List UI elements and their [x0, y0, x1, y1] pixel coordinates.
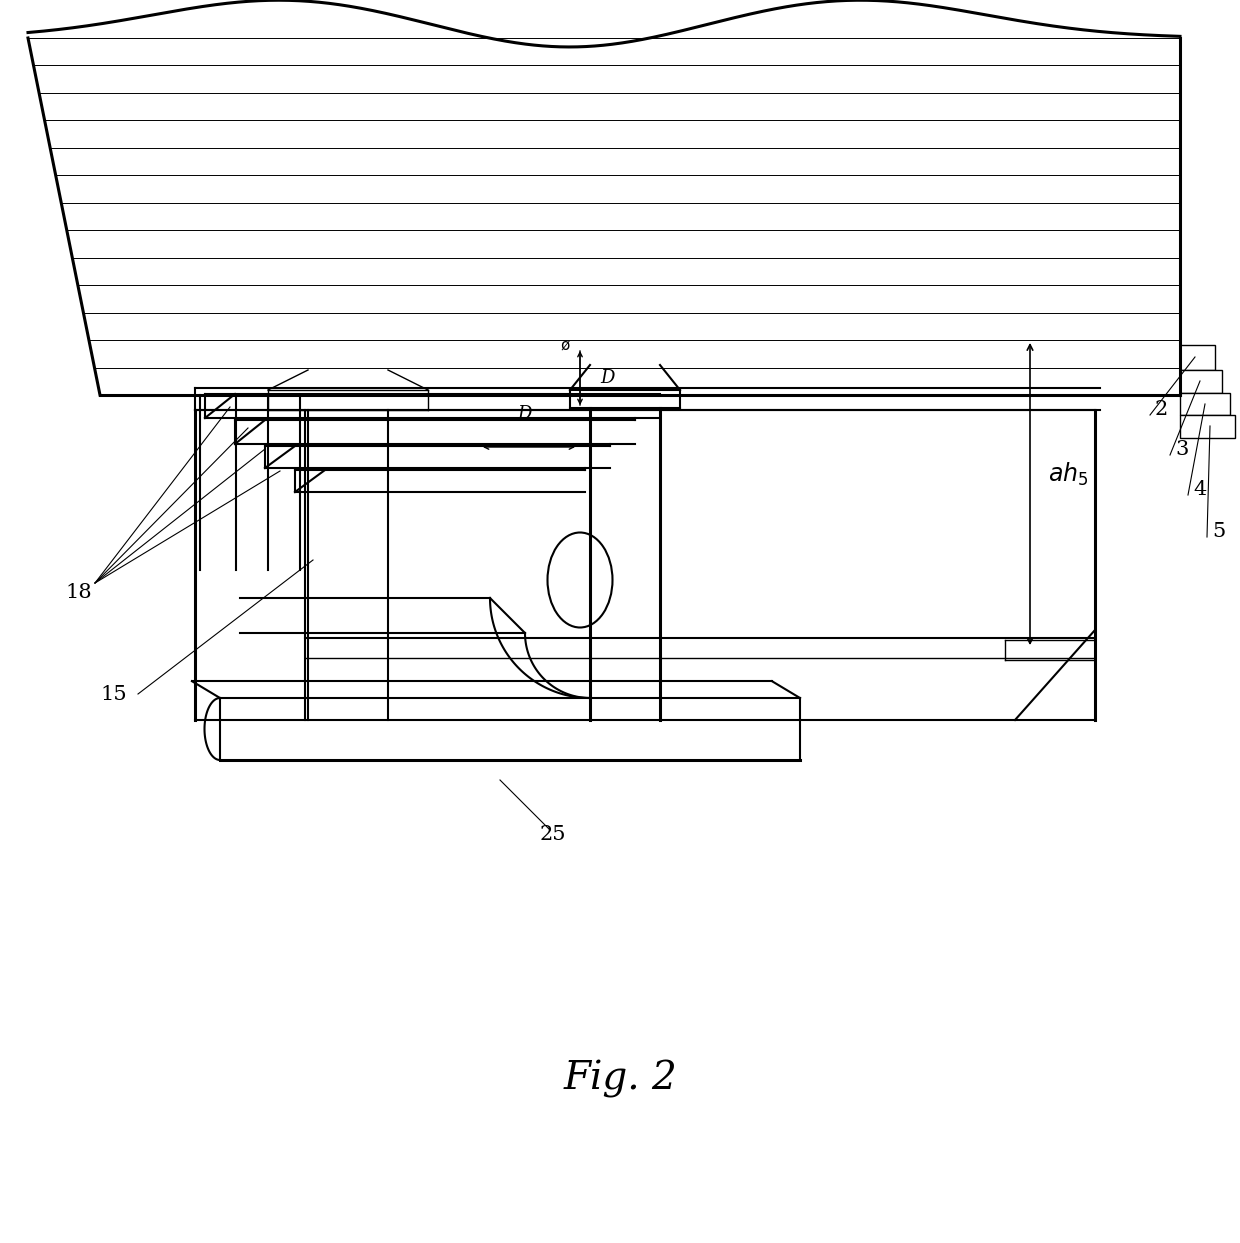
Text: 25: 25: [539, 825, 567, 844]
Text: 3: 3: [1176, 440, 1188, 459]
Text: 18: 18: [64, 583, 92, 602]
Text: 4: 4: [1193, 480, 1207, 498]
Bar: [1180, 346, 1215, 370]
Bar: [1180, 370, 1221, 393]
Bar: [1180, 415, 1235, 438]
Text: D: D: [600, 369, 614, 387]
Bar: [1180, 393, 1230, 415]
Text: 5: 5: [1211, 522, 1225, 541]
Ellipse shape: [548, 532, 613, 628]
Text: 15: 15: [100, 685, 126, 704]
Text: ø: ø: [560, 338, 569, 353]
Text: 2: 2: [1154, 400, 1168, 419]
Text: D: D: [517, 405, 531, 423]
Text: Fig. 2: Fig. 2: [563, 1060, 677, 1099]
Text: $ah_5$: $ah_5$: [1048, 460, 1089, 487]
